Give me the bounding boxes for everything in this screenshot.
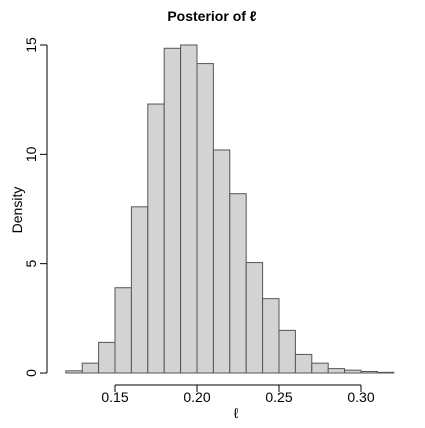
histogram-bar — [311, 362, 329, 374]
histogram-bar — [278, 329, 296, 374]
histogram-bar — [229, 193, 247, 374]
y-axis-label: Density — [9, 187, 25, 234]
y-axis: 0 5 10 15 — [23, 37, 48, 377]
histogram-bar — [98, 341, 116, 374]
histogram-bar — [262, 298, 280, 374]
histogram-bar — [196, 63, 214, 374]
histogram-bar — [376, 371, 395, 374]
histogram-bar — [294, 353, 313, 374]
x-axis-label: ℓ — [234, 405, 239, 421]
histogram-bar — [65, 370, 83, 374]
histogram-bars — [65, 44, 395, 374]
y-tick-label: 5 — [23, 260, 39, 268]
histogram-bar — [360, 370, 378, 374]
y-tick-label: 0 — [23, 369, 39, 377]
x-axis: 0.15 0.20 0.25 0.30 — [101, 384, 375, 405]
chart-title: Posterior of ℓ — [167, 8, 256, 24]
histogram-bar — [130, 206, 149, 374]
y-tick-label: 10 — [23, 146, 39, 162]
histogram-bar — [344, 369, 362, 374]
histogram-bar — [163, 47, 182, 374]
histogram-bar — [147, 103, 165, 374]
histogram-bar — [327, 368, 346, 374]
x-tick-label: 0.15 — [101, 389, 128, 405]
histogram-bar — [212, 149, 231, 374]
histogram-bar — [81, 362, 100, 374]
x-tick-label: 0.25 — [265, 389, 292, 405]
x-tick-label: 0.20 — [183, 389, 210, 405]
histogram-bar — [114, 287, 132, 374]
y-tick-label: 15 — [23, 37, 39, 53]
histogram-bar — [180, 44, 198, 374]
histogram-bar — [245, 262, 264, 374]
x-tick-label: 0.30 — [347, 389, 374, 405]
